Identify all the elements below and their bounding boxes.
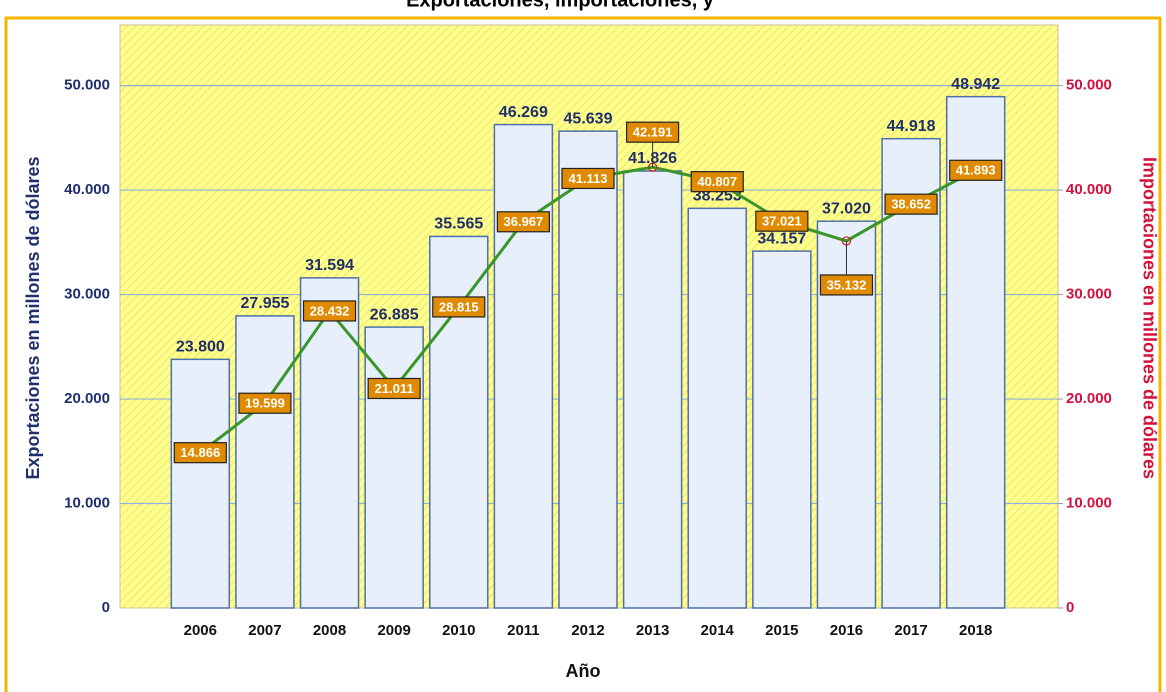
bar <box>881 137 941 609</box>
bar-value-label: 23.800 <box>176 339 225 356</box>
line-value-label: 28.815 <box>439 299 479 314</box>
bar <box>299 277 360 609</box>
frame <box>4 16 1162 692</box>
label-box <box>626 121 680 143</box>
bar <box>493 123 554 609</box>
label-box <box>432 296 486 318</box>
x-tick-label: 2008 <box>313 622 346 639</box>
bar-value-label: 45.639 <box>564 110 613 127</box>
bar-value-label: 34.157 <box>757 230 806 247</box>
x-tick-label: 2007 <box>248 622 281 639</box>
y2-tick-label: 20.000 <box>1066 390 1112 407</box>
x-tick-label: 2013 <box>636 622 669 639</box>
line-value-label: 14.866 <box>180 445 220 460</box>
bar <box>687 207 747 609</box>
y2-tick-label: 40.000 <box>1066 181 1112 198</box>
y-tick-label: 50.000 <box>64 77 110 94</box>
line-value-label: 41.893 <box>956 163 996 178</box>
line-value-label: 42.191 <box>633 125 673 140</box>
x-tick-label: 2010 <box>442 622 475 639</box>
label-box <box>561 167 615 190</box>
label-box <box>173 442 227 464</box>
y2-tick-label: 30.000 <box>1066 286 1112 303</box>
bar-value-label: 35.565 <box>434 216 483 233</box>
bar <box>752 250 812 609</box>
label-box <box>690 171 744 193</box>
line-value-label: 37.021 <box>762 214 802 229</box>
line-value-label: 19.599 <box>245 396 285 411</box>
x-tick-label: 2006 <box>184 622 217 639</box>
x-tick-label: 2016 <box>830 622 863 639</box>
bar <box>235 315 295 609</box>
label-box <box>755 210 809 232</box>
y-tick-label: 0 <box>102 599 110 616</box>
y-tick-label: 20.000 <box>64 390 110 407</box>
bar <box>364 326 424 609</box>
x-tick-label: 2009 <box>377 622 410 639</box>
label-box <box>238 392 292 414</box>
y-tick-label: 10.000 <box>64 494 110 511</box>
bar <box>170 358 231 609</box>
line-value-label: 35.132 <box>827 277 867 292</box>
bar-value-label: 31.594 <box>305 257 354 274</box>
y2-tick-label: 50.000 <box>1066 77 1112 94</box>
line-value-label: 38.652 <box>891 197 931 212</box>
label-box <box>819 274 874 296</box>
line-value-label: 28.432 <box>310 303 350 318</box>
bar-value-label: 48.942 <box>951 76 1000 93</box>
x-tick-label: 2014 <box>701 622 735 639</box>
label-box <box>884 193 938 215</box>
line-value-label: 40.807 <box>697 174 737 189</box>
label-box <box>367 377 421 400</box>
x-axis-label: Año <box>566 661 601 681</box>
x-tick-label: 2018 <box>959 622 992 639</box>
bar-value-label: 37.020 <box>822 200 871 217</box>
x-tick-label: 2015 <box>765 622 798 639</box>
bar <box>558 130 618 609</box>
x-tick-label: 2017 <box>894 622 927 639</box>
y-tick-label: 30.000 <box>64 286 110 303</box>
x-tick-label: 2012 <box>571 622 604 639</box>
y-tick-label: 40.000 <box>64 181 110 198</box>
label-box <box>496 211 550 233</box>
label-box <box>949 159 1003 181</box>
bar <box>622 170 683 609</box>
y2-axis-label: Importaciones en millones de dólares <box>1139 157 1159 479</box>
bar-value-label: 27.955 <box>240 295 289 312</box>
x-tick-label: 2011 <box>507 622 540 639</box>
bar-value-label: 46.269 <box>499 104 548 121</box>
bar <box>429 235 489 609</box>
line-value-label: 21.011 <box>375 381 414 396</box>
bar-value-label: 44.918 <box>887 118 936 135</box>
chart-title: Exportaciones, importaciones, y <box>406 0 715 11</box>
y2-tick-label: 0 <box>1066 599 1074 616</box>
line-value-label: 36.967 <box>504 214 544 229</box>
y-axis-label: Exportaciones en millones de dólares <box>23 156 43 479</box>
line-value-label: 41.113 <box>568 171 607 186</box>
y2-tick-label: 10.000 <box>1066 494 1112 511</box>
label-box <box>302 300 357 322</box>
bar-value-label: 26.885 <box>370 306 419 323</box>
